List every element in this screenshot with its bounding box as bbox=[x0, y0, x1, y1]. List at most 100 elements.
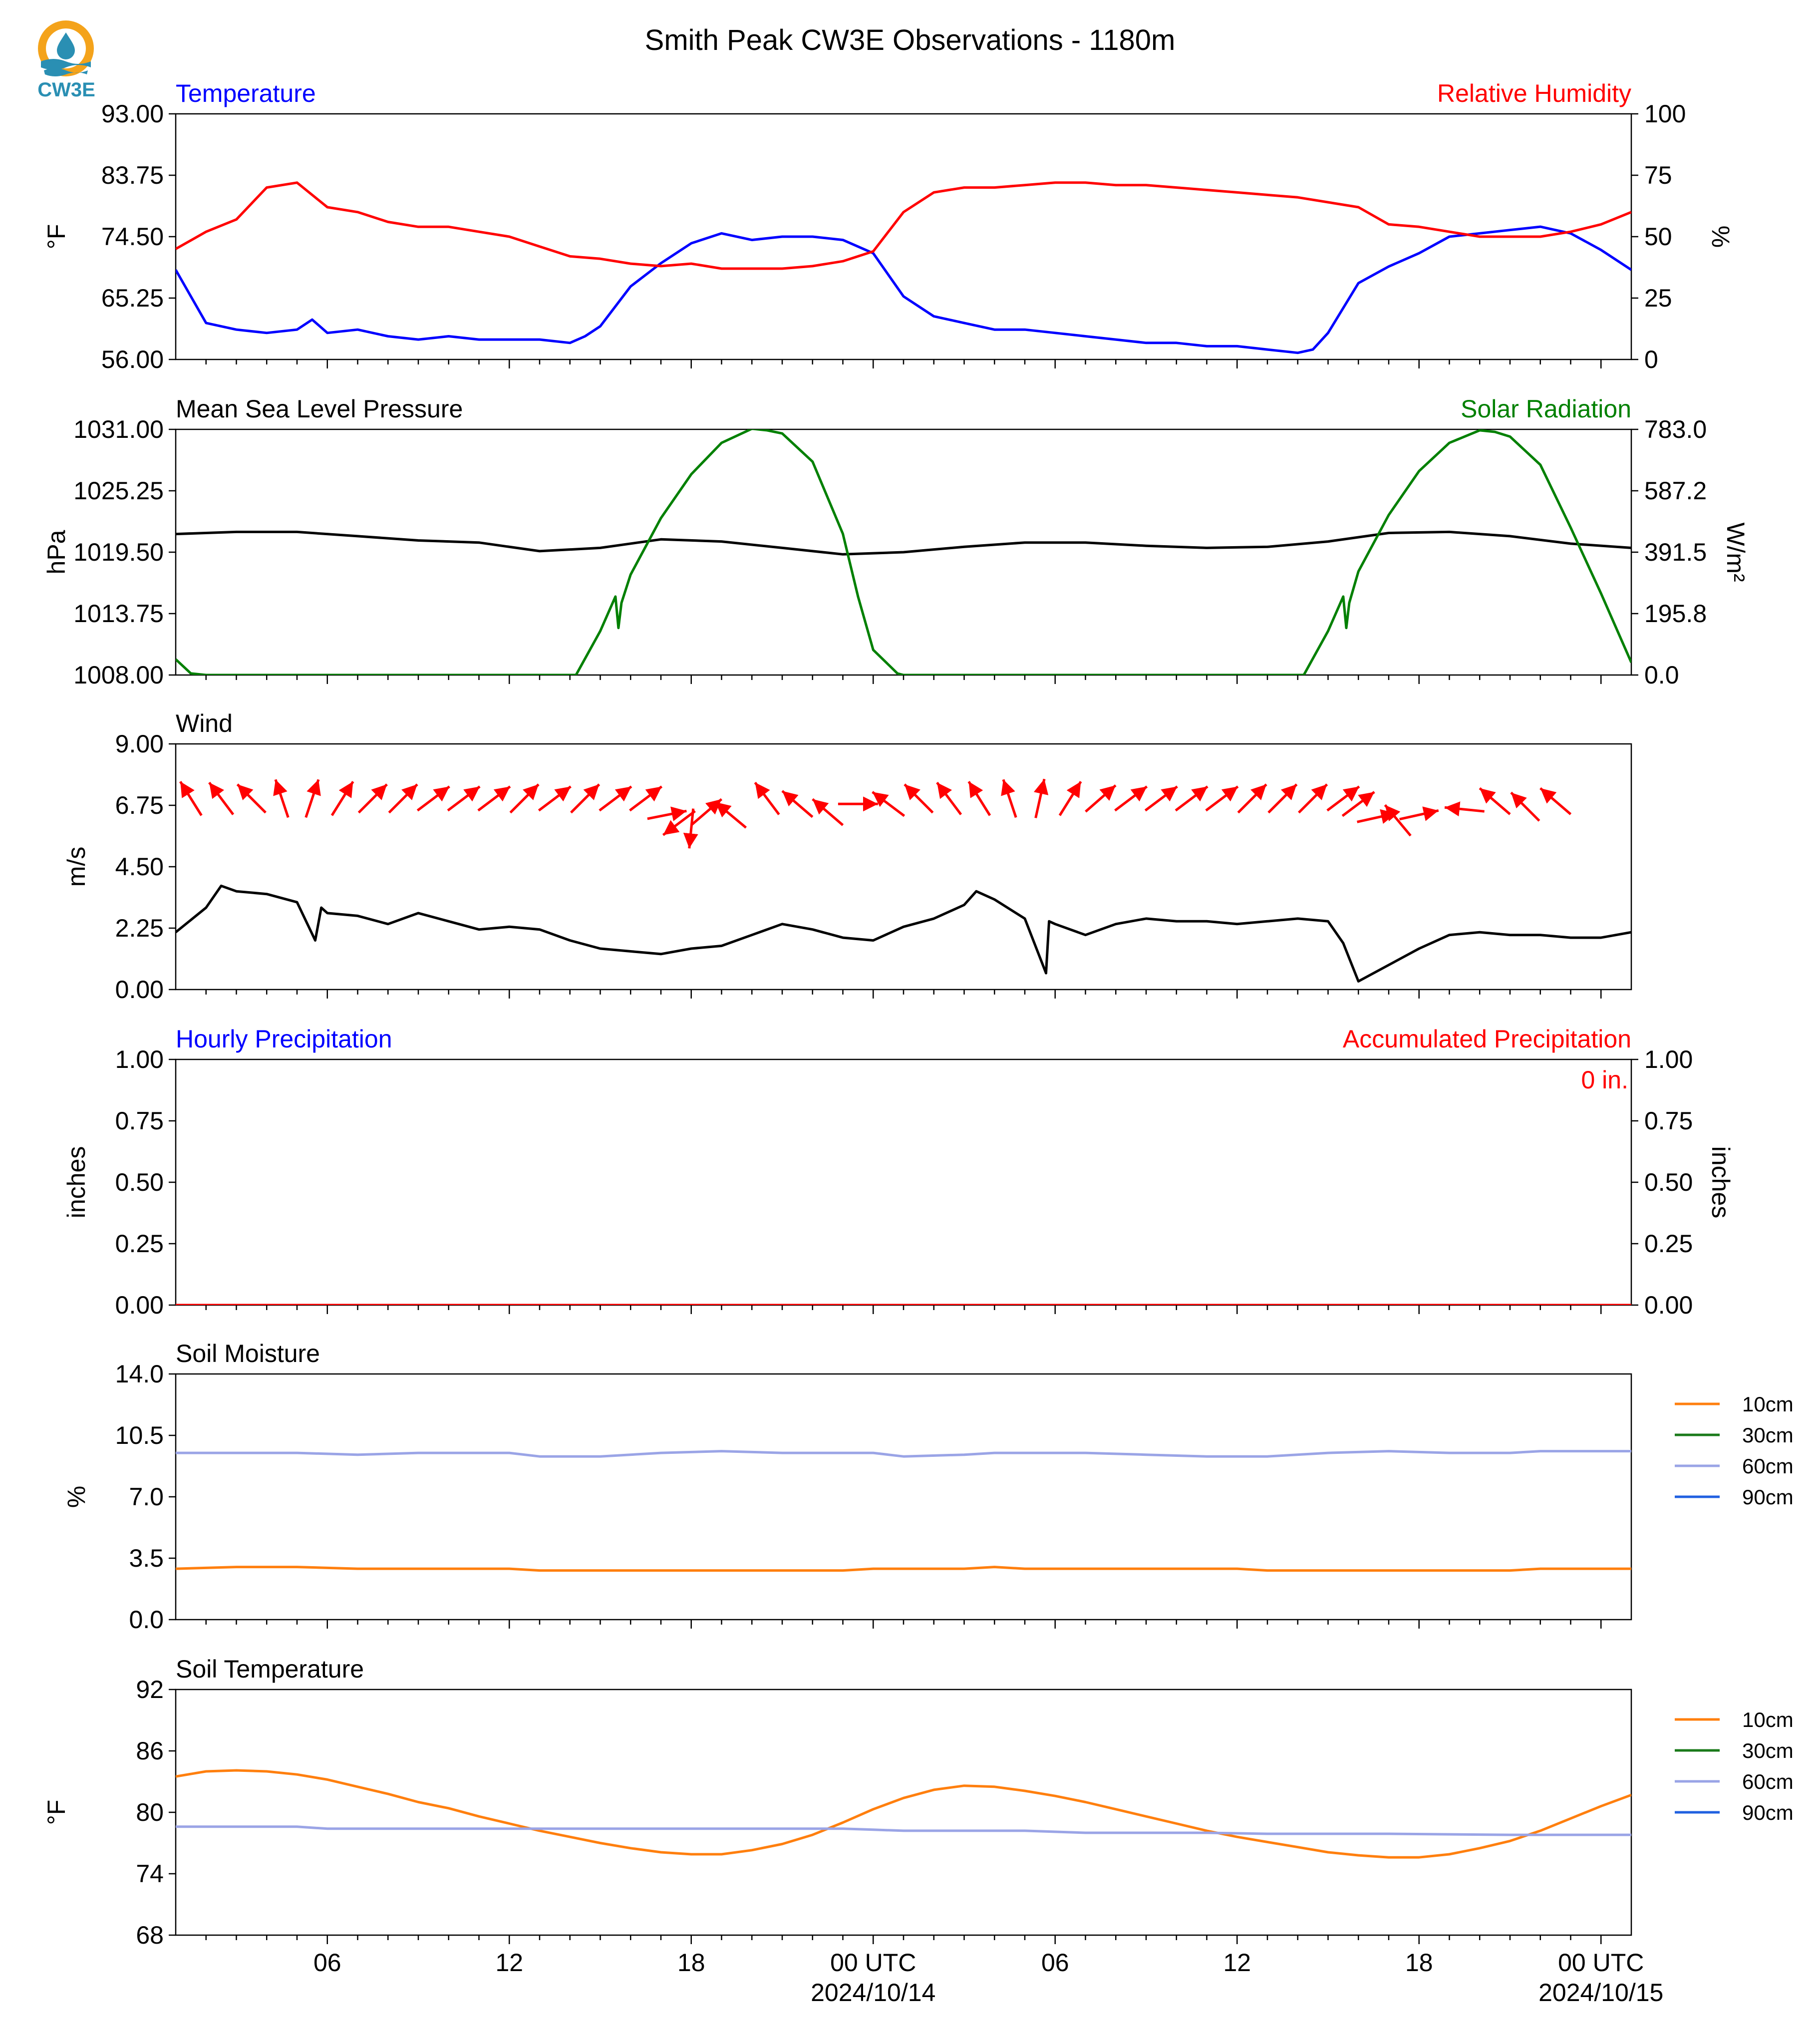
wind-arrow bbox=[416, 785, 450, 812]
temp-rh-y2tick-label: 75 bbox=[1644, 161, 1672, 189]
soil-moisture-legend-label: 30cm bbox=[1742, 1423, 1794, 1447]
wind-arrow bbox=[904, 783, 934, 814]
soil-moisture-series-10cm bbox=[176, 1566, 1631, 1572]
wind-arrow bbox=[1001, 779, 1017, 818]
soil-moisture-ytick-label: 10.5 bbox=[115, 1421, 164, 1449]
wind-arrow bbox=[330, 781, 354, 816]
soil-temp-frame bbox=[175, 1689, 1632, 1936]
pressure-solar-series-mean-sea-level-pressure bbox=[176, 530, 1631, 556]
wind-arrow bbox=[967, 781, 991, 816]
wind-arrow bbox=[1298, 783, 1328, 814]
wind-ytick-label: 9.00 bbox=[115, 730, 164, 758]
soil-moisture-ytick-label: 7.0 bbox=[129, 1483, 164, 1511]
soil-temp-ytick-label: 74 bbox=[136, 1860, 164, 1888]
pressure-solar-ytick-label: 1013.75 bbox=[73, 600, 164, 628]
wind-arrow bbox=[629, 785, 663, 812]
precip-y2tick-label: 0.25 bbox=[1644, 1230, 1693, 1258]
wind-arrow bbox=[1033, 778, 1049, 818]
wind-arrow bbox=[273, 779, 290, 818]
wind-arrow bbox=[1399, 806, 1439, 821]
wind-arrow bbox=[1341, 791, 1375, 817]
wind-arrow bbox=[1058, 781, 1082, 816]
soil-temp-ylabel: °F bbox=[42, 1800, 70, 1825]
soil-moisture-legend-label: 60cm bbox=[1742, 1454, 1794, 1478]
pressure-solar-ytick-label: 1019.50 bbox=[73, 538, 164, 566]
wind-arrow bbox=[1444, 801, 1485, 817]
precip-y2tick-label: 0.75 bbox=[1644, 1107, 1693, 1135]
wind-arrow bbox=[936, 781, 962, 815]
wind-arrow bbox=[570, 783, 601, 814]
x-date-label: 2024/10/14 bbox=[811, 1979, 935, 2007]
temp-rh-y2tick-label: 50 bbox=[1644, 223, 1672, 251]
wind-arrow bbox=[357, 783, 388, 814]
temp-rh-y2label: % bbox=[1707, 226, 1735, 248]
wind-arrow bbox=[1510, 791, 1540, 822]
cw3e-logo bbox=[30, 17, 102, 102]
wind-arrow bbox=[1144, 785, 1178, 812]
wind-ytick-label: 2.25 bbox=[115, 914, 164, 942]
soil-temp-series-10cm bbox=[176, 1769, 1631, 1859]
wind-arrow bbox=[812, 798, 844, 826]
soil-moisture-legend-label: 90cm bbox=[1742, 1485, 1794, 1509]
temp-rh-right-title: Relative Humidity bbox=[1437, 79, 1631, 107]
wind-arrow bbox=[304, 779, 321, 818]
precip-y2label: inches bbox=[1707, 1146, 1735, 1219]
wind-arrow bbox=[447, 785, 481, 812]
x-tick-label: 00 UTC bbox=[1558, 1949, 1644, 1977]
pressure-solar-y2tick-label: 391.5 bbox=[1644, 538, 1707, 566]
wind-arrow bbox=[714, 801, 747, 829]
soil-moisture-frame bbox=[175, 1373, 1632, 1621]
wind-left-title: Wind bbox=[176, 709, 233, 737]
wind-arrow bbox=[1237, 783, 1267, 814]
temp-rh-ytick-label: 56.00 bbox=[101, 345, 164, 373]
pressure-solar-ylabel: hPa bbox=[42, 530, 70, 574]
temp-rh-frame bbox=[175, 113, 1632, 360]
temp-rh-left-title: Temperature bbox=[176, 79, 316, 107]
pressure-solar-y2tick-label: 0.0 bbox=[1644, 661, 1679, 689]
wind-arrow bbox=[1114, 785, 1148, 812]
x-tick-label: 06 bbox=[313, 1949, 341, 1977]
pressure-solar-y2tick-label: 783.0 bbox=[1644, 415, 1707, 443]
wind-ytick-label: 4.50 bbox=[115, 853, 164, 881]
precip-ylabel: inches bbox=[62, 1146, 90, 1219]
pressure-solar-y2tick-label: 587.2 bbox=[1644, 477, 1707, 505]
temp-rh-y2tick-label: 100 bbox=[1644, 100, 1686, 128]
wind-arrow bbox=[1479, 787, 1511, 815]
wind-arrow bbox=[1175, 785, 1209, 812]
soil-temp-legend-label: 90cm bbox=[1742, 1801, 1794, 1824]
wind-arrow bbox=[179, 781, 203, 816]
precip-y2tick-label: 1.00 bbox=[1644, 1045, 1693, 1073]
temp-rh-ytick-label: 93.00 bbox=[101, 100, 164, 128]
temp-rh-ytick-label: 74.50 bbox=[101, 223, 164, 251]
cw3e-logo-icon bbox=[38, 20, 94, 76]
x-tick-label: 12 bbox=[495, 1949, 523, 1977]
x-tick-label: 00 UTC bbox=[830, 1949, 916, 1977]
soil-moisture-left-title: Soil Moisture bbox=[176, 1340, 320, 1367]
wind-arrow bbox=[1267, 783, 1298, 814]
temp-rh-y2tick-label: 0 bbox=[1644, 345, 1658, 373]
precip-y2tick-label: 0.50 bbox=[1644, 1168, 1693, 1196]
pressure-solar-y2tick-label: 195.8 bbox=[1644, 600, 1707, 628]
precip-y2tick-label: 0.00 bbox=[1644, 1291, 1693, 1319]
temp-rh-y2tick-label: 25 bbox=[1644, 284, 1672, 312]
soil-moisture-ytick-label: 14.0 bbox=[115, 1360, 164, 1388]
soil-temp-ytick-label: 92 bbox=[136, 1676, 164, 1703]
wind-arrow bbox=[683, 808, 698, 849]
wind-arrow bbox=[754, 781, 780, 815]
soil-temp-ytick-label: 68 bbox=[136, 1921, 164, 1949]
soil-temp-legend-label: 60cm bbox=[1742, 1770, 1794, 1793]
wind-arrow bbox=[1205, 785, 1239, 812]
wind-arrow bbox=[781, 790, 814, 818]
pressure-solar-right-title: Solar Radiation bbox=[1461, 395, 1631, 423]
x-tick-label: 06 bbox=[1041, 1949, 1069, 1977]
wind-series-wind bbox=[176, 884, 1631, 983]
temp-rh-series-relative-humidity bbox=[176, 181, 1631, 270]
soil-temp-ytick-label: 80 bbox=[136, 1798, 164, 1826]
wind-arrow bbox=[509, 783, 540, 814]
x-tick-label: 18 bbox=[677, 1949, 705, 1977]
wind-arrow bbox=[662, 810, 696, 836]
soil-temp-left-title: Soil Temperature bbox=[176, 1655, 364, 1683]
pressure-solar-left-title: Mean Sea Level Pressure bbox=[176, 395, 463, 423]
